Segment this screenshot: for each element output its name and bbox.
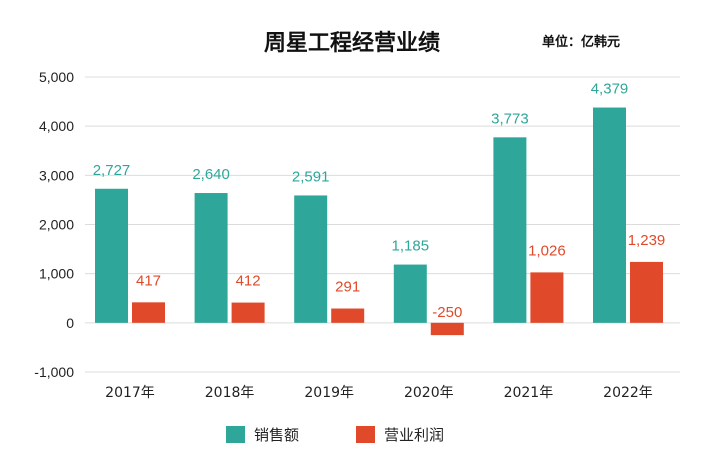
y-axis: -1,000 0 1,000 2,000 3,000 4,000 5,000: [34, 69, 74, 380]
x-tick-label: 2018年: [205, 385, 255, 401]
y-tick-label: 1,000: [39, 266, 74, 282]
x-tick-label: 2019年: [304, 385, 354, 401]
legend-swatch: [356, 426, 375, 443]
legend: 销售额 营业利润: [226, 426, 444, 444]
data-label: -250: [432, 304, 462, 321]
x-axis: 2017年 2018年 2019年 2020年 2021年 2022年: [105, 385, 653, 401]
x-tick-label: 2020年: [404, 385, 454, 401]
x-tick-label: 2021年: [504, 385, 554, 401]
data-label: 1,239: [628, 232, 666, 249]
y-tick-label: -1,000: [34, 364, 74, 380]
chart-title: 周星工程经营业绩: [264, 30, 440, 56]
bar-sales: [393, 264, 427, 323]
x-tick-label: 2022年: [603, 385, 653, 401]
x-tick-label: 2017年: [105, 385, 155, 401]
bar-sales: [294, 195, 328, 323]
bar-operating-profit: [331, 308, 365, 323]
bar-sales: [493, 137, 527, 323]
data-label: 4,379: [591, 81, 629, 98]
data-label: 412: [236, 273, 261, 290]
data-label: 1,185: [392, 238, 430, 255]
legend-label: 营业利润: [384, 426, 444, 444]
bar-operating-profit: [530, 272, 564, 323]
legend-label: 销售额: [254, 426, 299, 444]
bar-sales: [593, 107, 626, 323]
y-tick-label: 5,000: [39, 69, 74, 85]
bar-operating-profit: [630, 261, 663, 323]
bars: [95, 107, 663, 336]
bar-operating-profit: [231, 302, 265, 323]
y-tick-label: 0: [66, 315, 74, 331]
bar-sales: [95, 188, 128, 323]
data-label: 2,727: [93, 162, 131, 179]
unit-label: 单位：亿韩元: [542, 34, 620, 50]
data-label: 3,773: [491, 110, 529, 127]
data-label: 291: [335, 279, 360, 296]
data-label: 2,591: [292, 168, 330, 185]
y-tick-label: 2,000: [39, 217, 74, 233]
bar-operating-profit: [132, 302, 165, 323]
bar-operating-profit: [430, 322, 464, 336]
data-label: 417: [136, 272, 161, 289]
legend-swatch: [226, 426, 245, 443]
data-label: 1,026: [528, 242, 566, 259]
value-labels: 2,727 417 2,640 412 2,591 291 1,185 -250 3,773 1,…: [93, 81, 666, 321]
y-tick-label: 4,000: [39, 118, 74, 134]
y-tick-label: 3,000: [39, 167, 74, 183]
bar-sales: [194, 193, 228, 323]
data-label: 2,640: [192, 166, 230, 183]
gridlines: [85, 76, 680, 373]
